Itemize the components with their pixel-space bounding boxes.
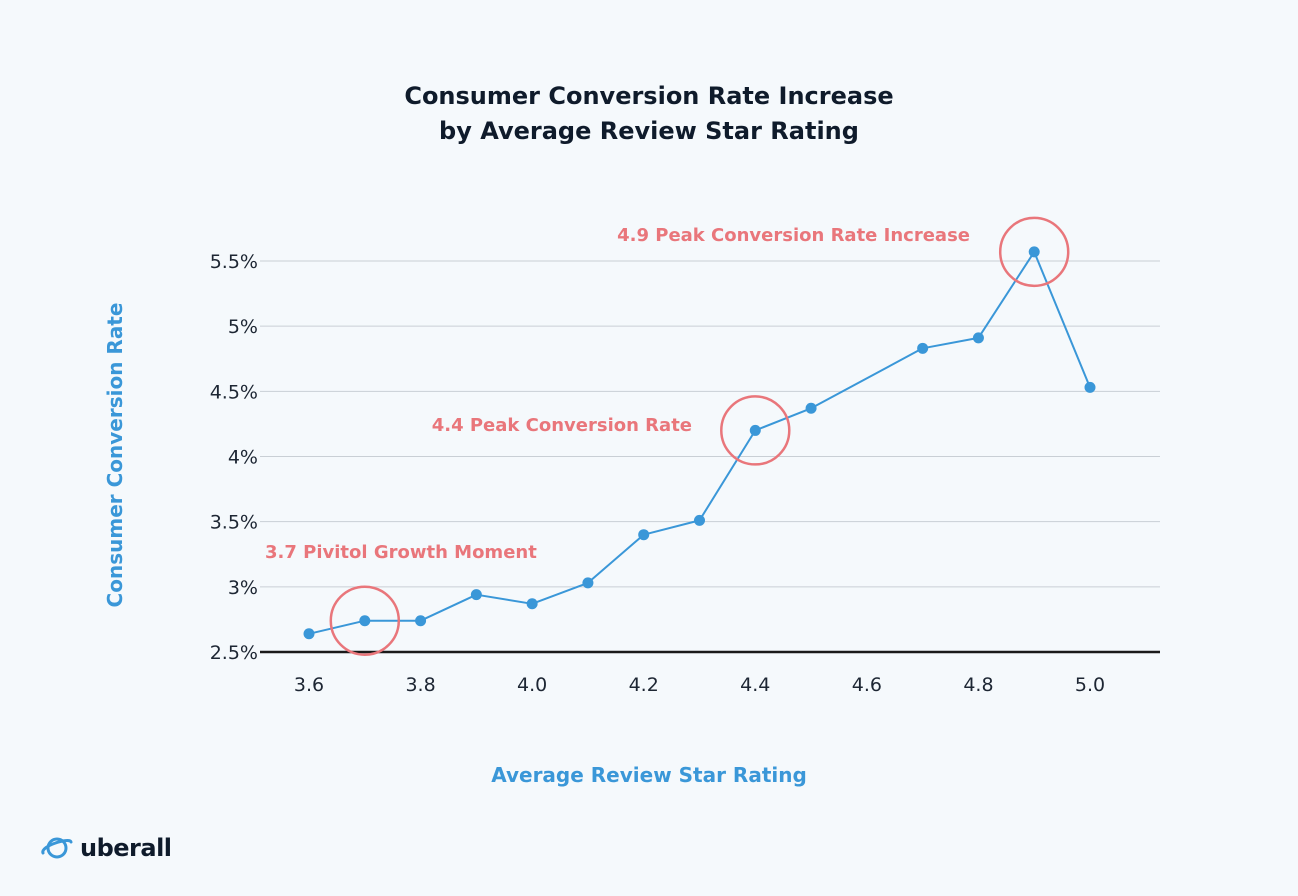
y-tick-label: 4% [228,447,258,469]
x-tick-label: 5.0 [1075,674,1105,696]
data-point [805,402,817,414]
uberall-logo: uberall [40,833,172,863]
chart-title-line-1: Consumer Conversion Rate Increase [404,82,894,110]
data-point [694,514,705,526]
x-tick-label: 4.8 [963,674,993,696]
data-point [303,628,315,640]
chart-title-line-2: by Average Review Star Rating [439,117,859,145]
data-point [415,615,427,627]
data-point [972,332,984,344]
data-point [1028,246,1040,258]
x-tick-label: 4.0 [517,674,547,696]
planet-icon [41,837,73,859]
y-tick-labels: 2.5% 3% 3.5% 4% 4.5% 5% 5.5% [210,251,258,664]
annotation-circle [998,216,1070,288]
data-point [749,424,761,436]
data-point [526,598,538,610]
annotation-circle [329,585,401,656]
x-tick-label: 4.6 [852,674,882,696]
annotation-circle [720,395,791,466]
x-tick-label: 4.4 [740,674,770,696]
data-point [470,589,482,601]
y-tick-label: 5.5% [210,251,258,273]
annotation-label: 4.4 Peak Conversion Rate [432,415,692,436]
series-line-group [308,250,1091,635]
x-axis-label: Average Review Star Rating [491,763,807,787]
y-tick-label: 5% [228,316,258,338]
x-tick-label: 3.8 [405,674,435,696]
y-tick-label: 3.5% [210,512,258,534]
data-point [917,342,929,354]
annotations: 3.7 Pivitol Growth Moment 4.4 Peak Conver… [265,216,1070,656]
y-axis-label: Consumer Conversion Rate [103,303,127,608]
data-point [582,577,594,589]
data-point [638,529,650,541]
y-tick-label: 2.5% [210,642,258,664]
x-tick-label: 3.6 [294,674,324,696]
y-tick-label: 4.5% [210,381,258,403]
logo-text: uberall [80,834,172,862]
data-point [1084,381,1096,393]
x-tick-label: 4.2 [629,674,659,696]
grid-lines [260,260,1160,654]
series-line [308,250,1091,635]
y-tick-label: 3% [228,577,258,599]
annotation-label: 3.7 Pivitol Growth Moment [265,542,537,563]
x-tick-labels: 3.6 3.8 4.0 4.2 4.4 4.6 4.8 5.0 [294,674,1105,696]
data-point [359,615,371,627]
annotation-label: 4.9 Peak Conversion Rate Increase [617,225,970,246]
data-points [303,246,1096,640]
